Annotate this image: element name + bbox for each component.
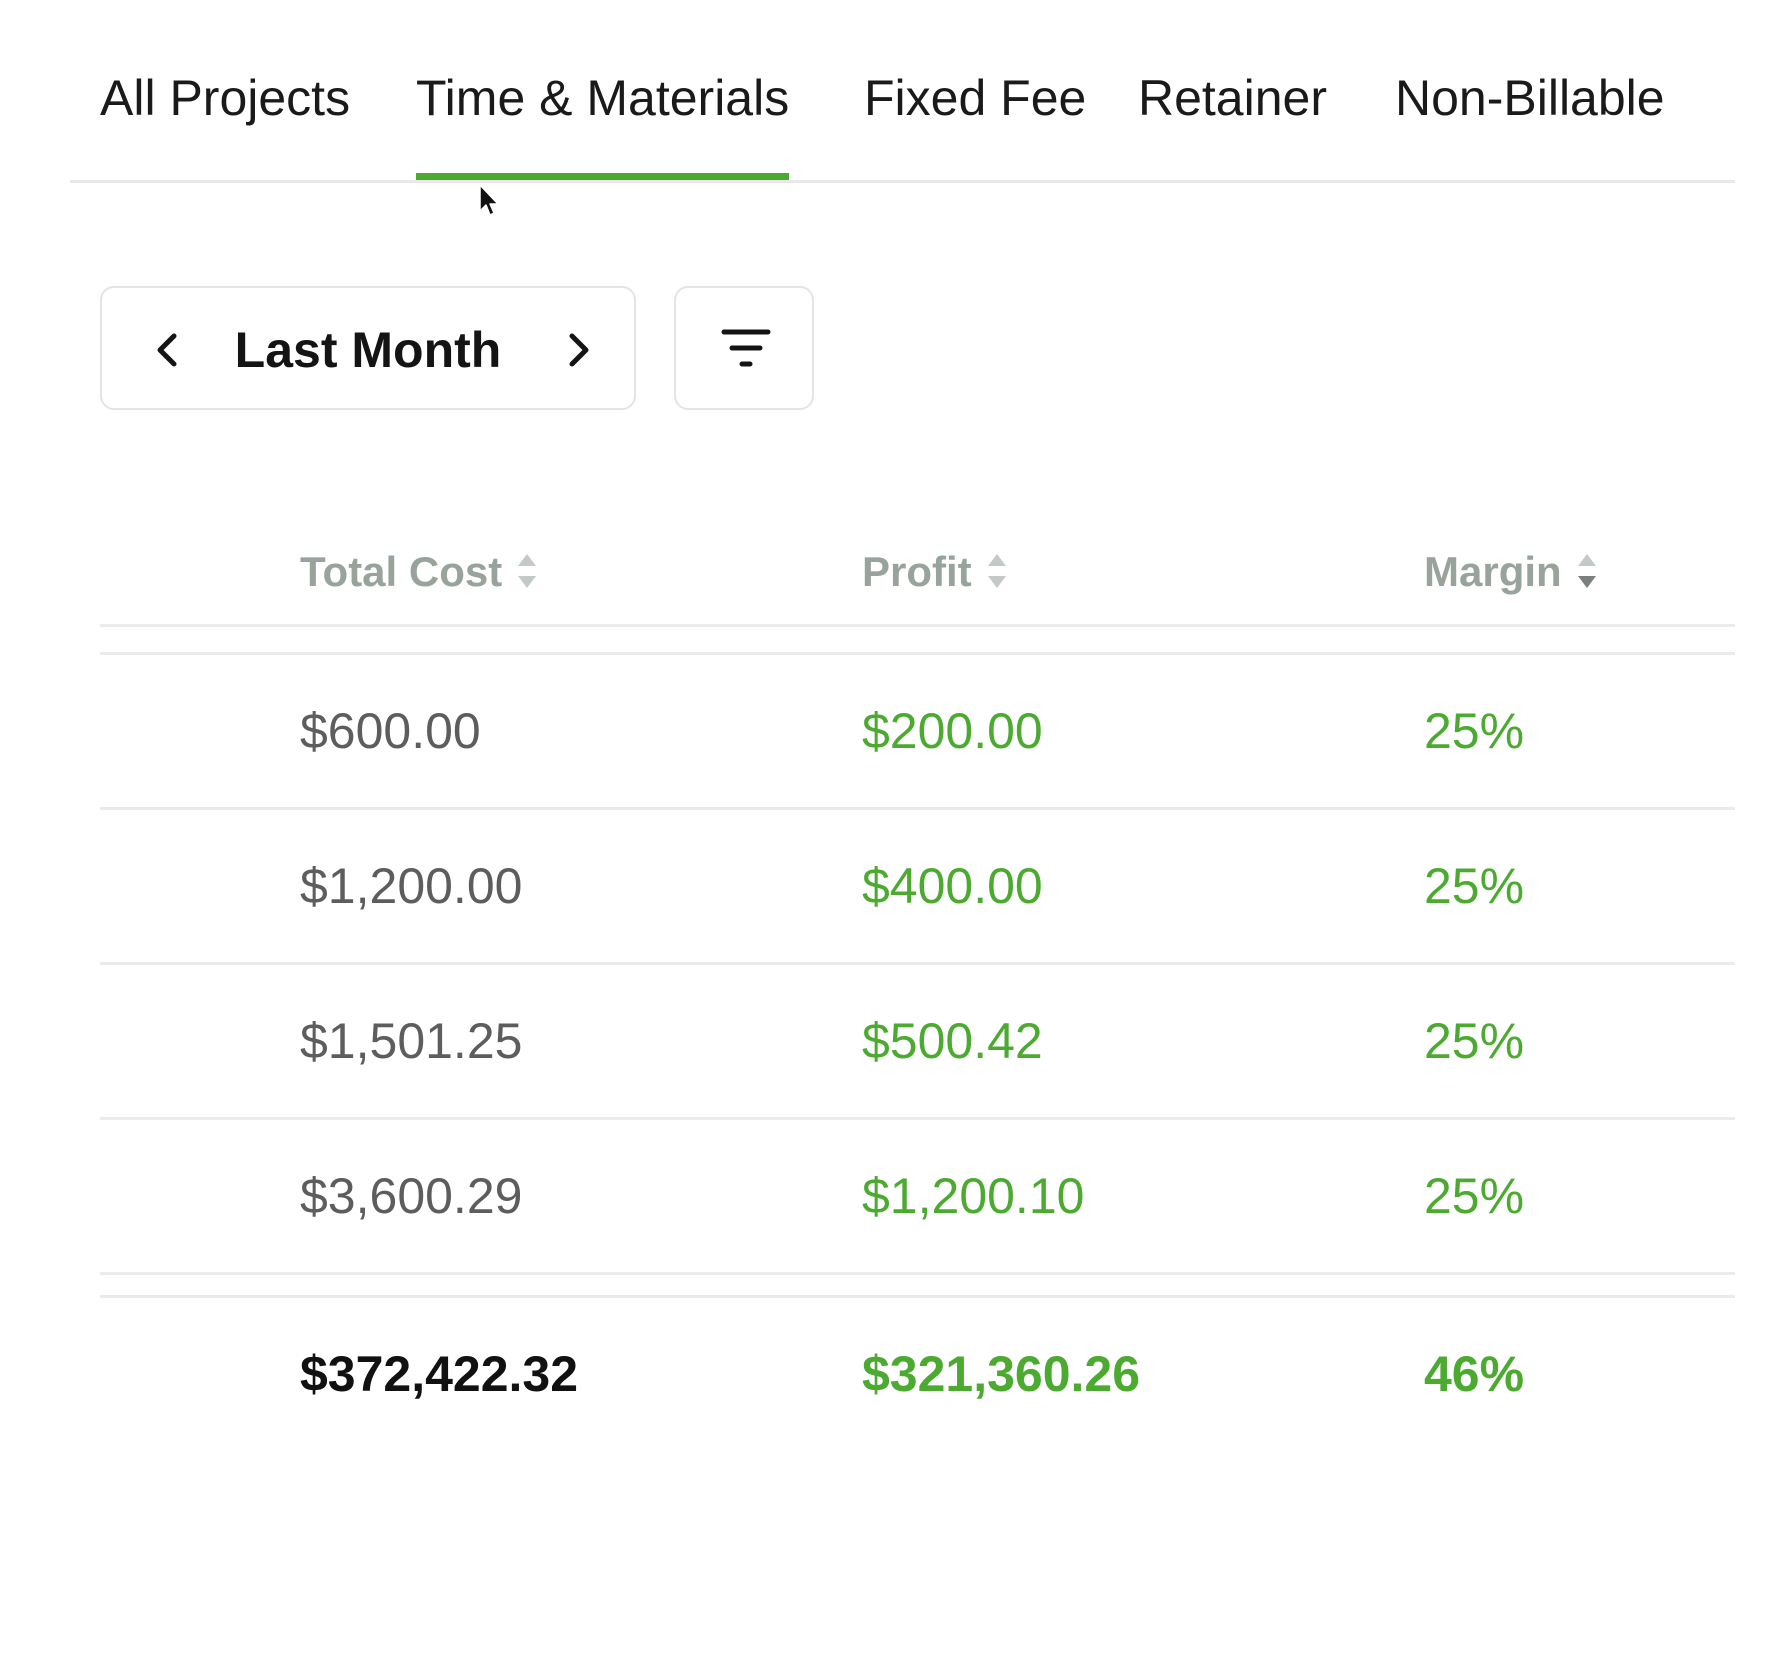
- profitability-table: Total Cost Profit Margin $600.00: [100, 520, 1735, 1458]
- column-header-label: Margin: [1424, 548, 1562, 595]
- cell-profit: $200.00: [862, 703, 1043, 759]
- tab-label: Retainer: [1138, 70, 1327, 126]
- totals-row: $372,422.32 $321,360.26 46%: [100, 1298, 1735, 1458]
- project-type-tabs: All Projects Time & Materials Fixed Fee …: [70, 0, 1735, 183]
- column-header-label: Total Cost: [300, 548, 503, 595]
- sort-icon: [518, 553, 537, 588]
- cell-profit: $400.00: [862, 858, 1043, 914]
- tab-time-materials[interactable]: Time & Materials: [416, 68, 790, 180]
- table-row[interactable]: $3,600.29 $1,200.10 25%: [100, 1120, 1735, 1275]
- cell-total-cost: $600.00: [300, 703, 481, 759]
- column-header-total-cost[interactable]: Total Cost: [300, 546, 538, 598]
- period-picker: Last Month: [100, 286, 636, 410]
- filter-icon: [721, 329, 771, 367]
- cell-total-cost: $1,501.25: [300, 1013, 523, 1069]
- tab-retainer[interactable]: Retainer: [1138, 68, 1327, 128]
- period-label: Last Month: [234, 322, 502, 378]
- cell-margin: 25%: [1424, 1013, 1525, 1069]
- cell-total-cost: $1,200.00: [300, 858, 523, 914]
- tab-label: All Projects: [100, 70, 351, 126]
- tab-active-indicator: [416, 173, 790, 180]
- table-row[interactable]: $600.00 $200.00 25%: [100, 655, 1735, 810]
- tab-label: Non-Billable: [1395, 70, 1665, 126]
- mouse-cursor-icon: [479, 184, 499, 216]
- cell-margin: 25%: [1424, 703, 1525, 759]
- sort-descending-icon: [1577, 553, 1596, 588]
- cell-profit: $1,200.10: [862, 1168, 1085, 1224]
- total-margin: 46%: [1424, 1346, 1525, 1402]
- table-row[interactable]: $1,200.00 $400.00 25%: [100, 810, 1735, 965]
- cell-profit: $500.42: [862, 1013, 1043, 1069]
- table-row[interactable]: $1,501.25 $500.42 25%: [100, 965, 1735, 1120]
- sort-icon: [987, 553, 1006, 588]
- table-divider: [100, 627, 1735, 655]
- tab-label: Fixed Fee: [864, 70, 1087, 126]
- filter-button[interactable]: [674, 286, 814, 410]
- chevron-right-icon[interactable]: [552, 324, 604, 376]
- cell-total-cost: $3,600.29: [300, 1168, 523, 1224]
- total-cost-sum: $372,422.32: [300, 1346, 579, 1402]
- chevron-left-icon[interactable]: [142, 324, 194, 376]
- tab-label: Time & Materials: [416, 70, 790, 126]
- tab-non-billable[interactable]: Non-Billable: [1395, 68, 1665, 128]
- tab-fixed-fee[interactable]: Fixed Fee: [864, 68, 1086, 128]
- total-profit-sum: $321,360.26: [862, 1346, 1141, 1402]
- column-header-profit[interactable]: Profit: [862, 546, 1008, 598]
- tab-all-projects[interactable]: All Projects: [100, 68, 350, 128]
- column-header-label: Profit: [862, 548, 972, 595]
- column-header-margin[interactable]: Margin: [1424, 546, 1598, 598]
- table-divider: [100, 1275, 1735, 1298]
- cell-margin: 25%: [1424, 1168, 1525, 1224]
- cell-margin: 25%: [1424, 858, 1525, 914]
- table-header-row: Total Cost Profit Margin: [100, 520, 1735, 627]
